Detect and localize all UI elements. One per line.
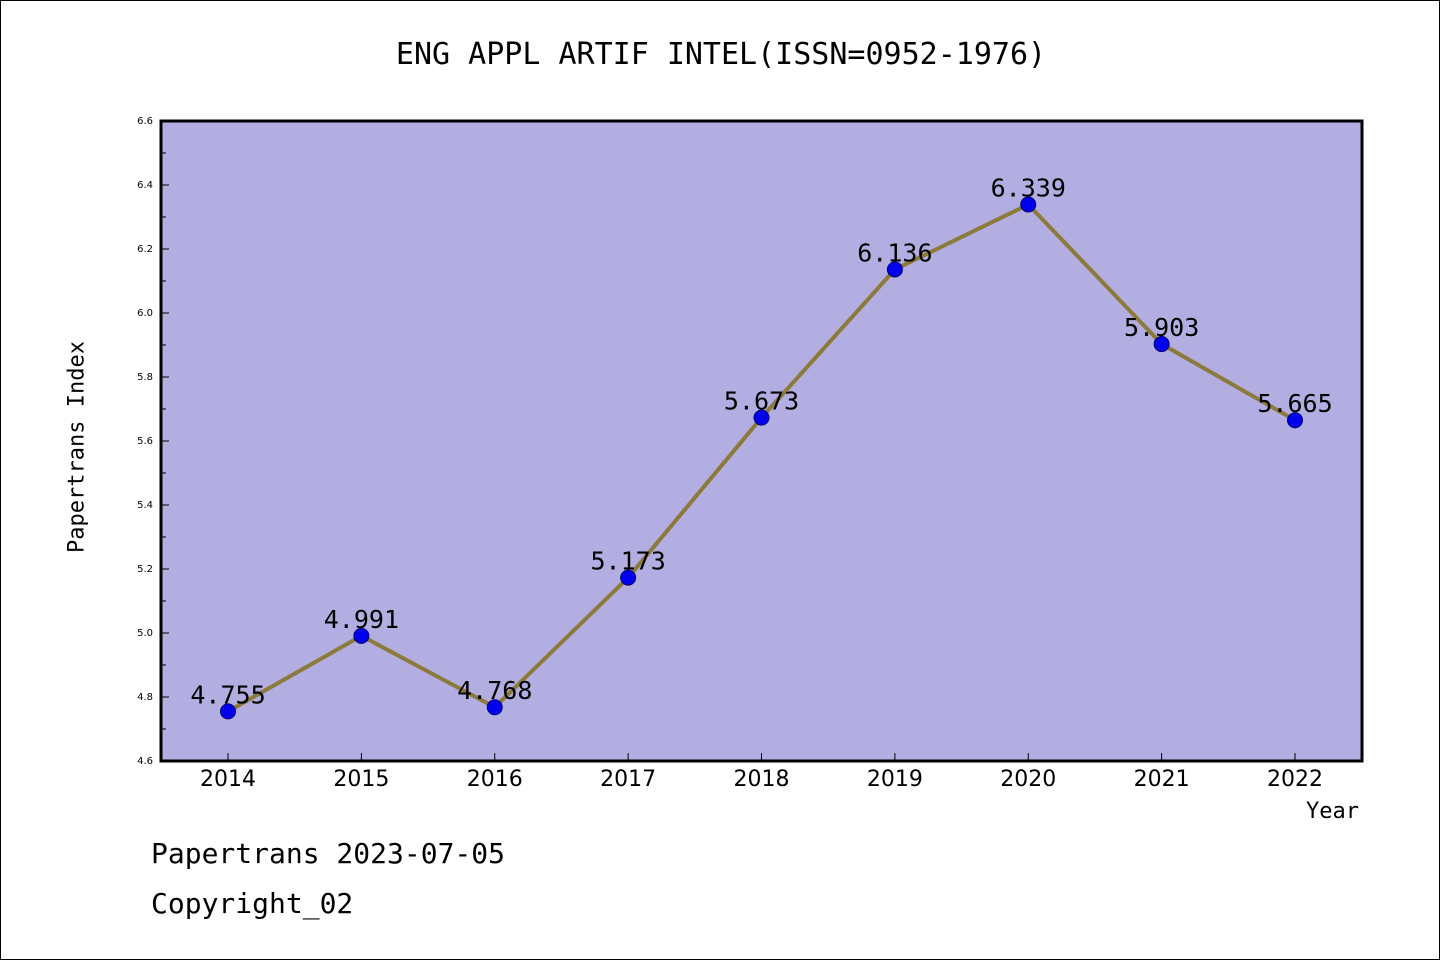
data-point	[886, 261, 903, 278]
x-tick-label: 2017	[600, 767, 656, 792]
plot-border	[159, 119, 1364, 763]
data-label: 5.673	[724, 387, 799, 416]
data-label: 4.768	[457, 676, 532, 705]
data-point	[220, 703, 236, 720]
y-tick-label: 6.6	[137, 116, 153, 127]
y-tick-label: 4.8	[137, 692, 153, 703]
data-label: 5.903	[1124, 313, 1199, 342]
y-tick-label: 6.2	[137, 244, 153, 255]
x-tick-label: 2020	[1000, 767, 1056, 792]
data-point	[620, 569, 637, 586]
x-tick-label: 2021	[1134, 767, 1190, 792]
x-tick-label: 2018	[734, 767, 790, 792]
footer-copyright: Copyright_02	[151, 887, 354, 920]
data-label: 5.173	[590, 547, 665, 576]
y-tick-label: 6.0	[137, 308, 153, 319]
data-label: 6.136	[857, 238, 932, 267]
plot-area	[161, 121, 1362, 761]
data-label: 4.991	[324, 605, 399, 634]
chart-title: ENG APPL ARTIF INTEL(ISSN=0952-1976)	[395, 37, 1047, 72]
data-label: 6.339	[991, 174, 1066, 203]
y-tick-label: 5.0	[137, 628, 153, 639]
y-tick-label: 5.2	[137, 564, 153, 575]
y-tick-label: 5.4	[137, 500, 153, 511]
x-tick-label: 2019	[867, 767, 923, 792]
y-tick-label: 5.6	[137, 436, 153, 447]
data-point	[1020, 196, 1037, 213]
data-point	[353, 627, 370, 644]
y-tick-label: 6.4	[137, 180, 153, 191]
x-tick-label: 2015	[333, 767, 389, 792]
x-axis-label: Year	[1306, 799, 1359, 824]
data-point	[1153, 336, 1170, 353]
data-point	[1287, 412, 1303, 429]
x-tick-label: 2014	[200, 767, 256, 792]
y-tick-label: 5.8	[137, 372, 153, 383]
data-point	[753, 409, 770, 426]
footer-date: Papertrans 2023-07-05	[151, 837, 506, 870]
x-tick-label: 2016	[467, 767, 523, 792]
x-tick-label: 2022	[1267, 767, 1323, 792]
y-tick-label: 4.6	[137, 756, 153, 767]
data-label: 5.665	[1257, 389, 1332, 418]
data-label: 4.755	[190, 680, 265, 709]
data-point	[486, 699, 503, 716]
